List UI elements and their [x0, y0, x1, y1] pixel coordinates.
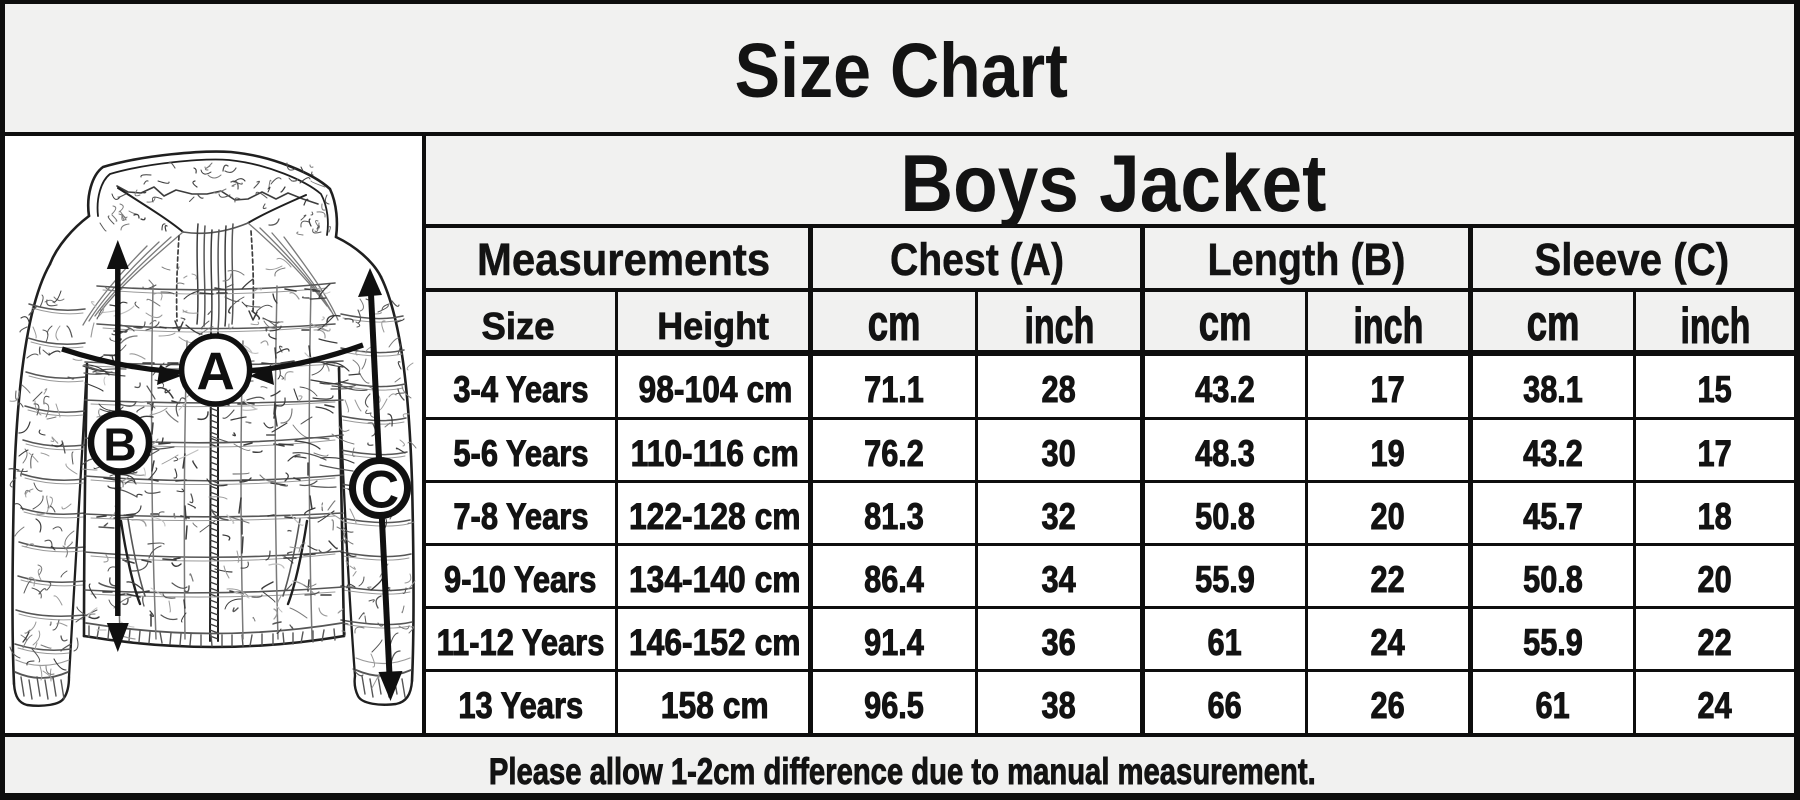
svg-text:A: A: [196, 343, 234, 402]
svg-text:C: C: [361, 461, 399, 520]
svg-text:B: B: [103, 419, 136, 471]
